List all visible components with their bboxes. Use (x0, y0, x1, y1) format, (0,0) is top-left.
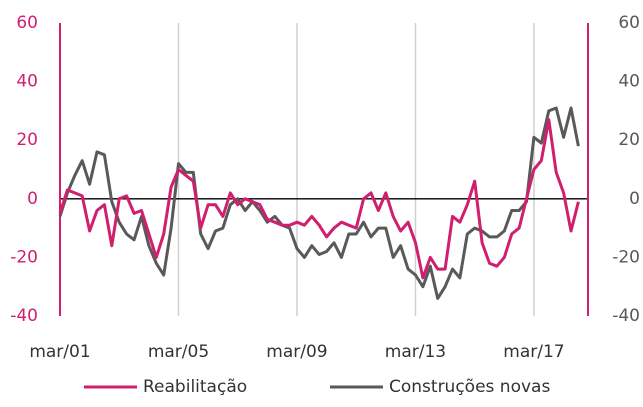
legend-label: Reabilitação (143, 377, 247, 397)
y2-tick-label: 60 (618, 13, 640, 33)
x-tick-label: mar/13 (385, 342, 446, 362)
x-tick-label: mar/09 (266, 342, 327, 362)
line-series (58, 106, 580, 300)
y2-tick-label: 0 (629, 189, 640, 209)
legend-label: Construções novas (389, 377, 550, 397)
y-tick-label: 40 (16, 72, 38, 92)
x-tick-label: mar/17 (503, 342, 564, 362)
y-tick-label: 60 (16, 13, 38, 33)
y2-tick-label: -20 (612, 247, 640, 267)
y2-tick-label: 20 (618, 130, 640, 150)
y-tick-label: -40 (10, 306, 38, 326)
y-tick-label: 0 (27, 189, 38, 209)
x-tick-label: mar/01 (29, 342, 90, 362)
x-tick-label: mar/05 (148, 342, 209, 362)
line-series (58, 118, 580, 280)
y2-tick-label: -40 (612, 306, 640, 326)
y-tick-label: 20 (16, 130, 38, 150)
y2-tick-label: 40 (618, 72, 640, 92)
y-tick-label: -20 (10, 247, 38, 267)
